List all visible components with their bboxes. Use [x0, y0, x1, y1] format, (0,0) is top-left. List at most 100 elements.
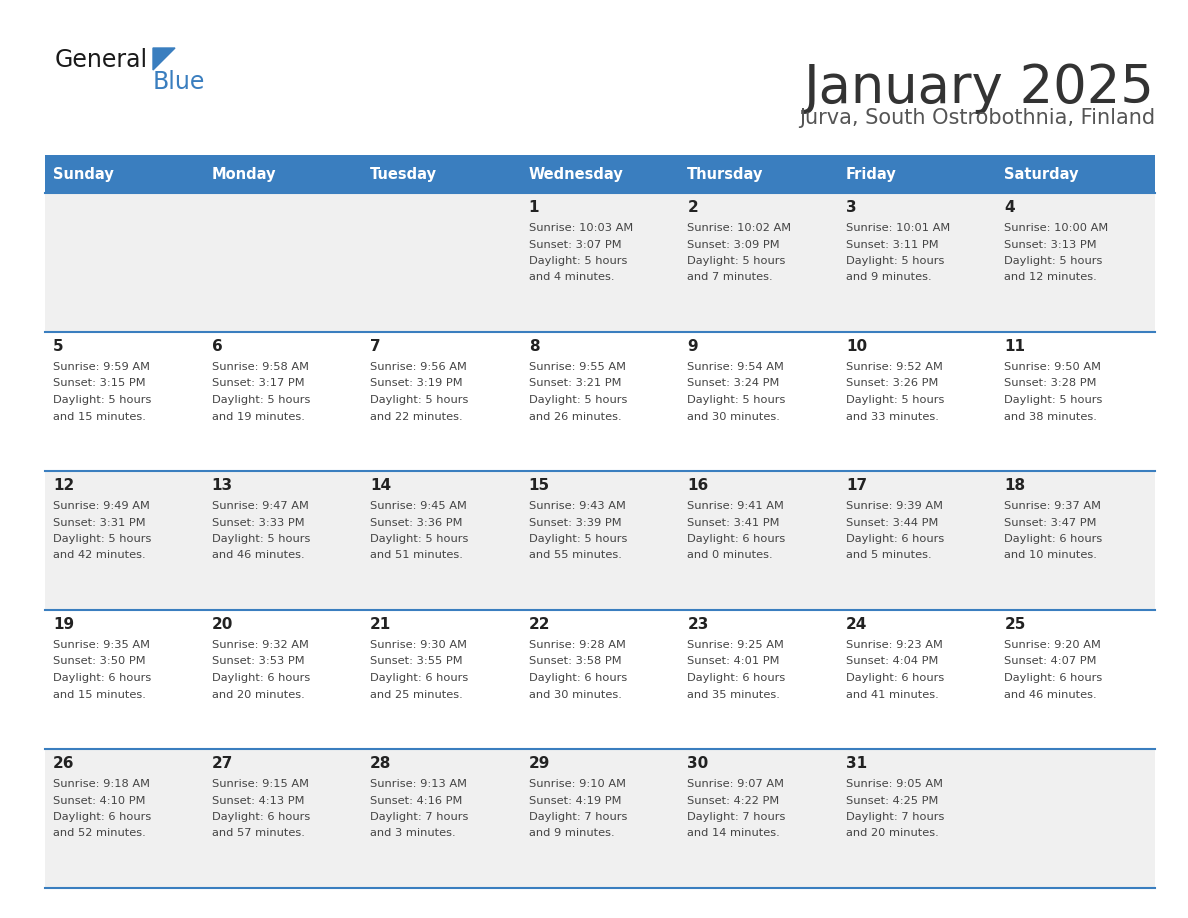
Text: and 35 minutes.: and 35 minutes. [688, 689, 781, 700]
Text: 3: 3 [846, 200, 857, 215]
Text: 31: 31 [846, 756, 867, 771]
Bar [680, 155, 838, 193]
Text: Sunset: 3:39 PM: Sunset: 3:39 PM [529, 518, 621, 528]
Text: Sunset: 3:31 PM: Sunset: 3:31 PM [53, 518, 146, 528]
Text: Sunrise: 10:03 AM: Sunrise: 10:03 AM [529, 223, 633, 233]
Text: 28: 28 [371, 756, 392, 771]
Text: Jurva, South Ostrobothnia, Finland: Jurva, South Ostrobothnia, Finland [798, 108, 1155, 128]
Bar [203, 471, 362, 610]
Text: and 9 minutes.: and 9 minutes. [529, 829, 614, 838]
Text: Sunset: 4:22 PM: Sunset: 4:22 PM [688, 796, 779, 805]
Text: Sunset: 3:19 PM: Sunset: 3:19 PM [371, 378, 463, 388]
Text: 9: 9 [688, 339, 697, 354]
Text: Sunset: 3:50 PM: Sunset: 3:50 PM [53, 656, 146, 666]
Text: Sunrise: 9:18 AM: Sunrise: 9:18 AM [53, 779, 150, 789]
Bar [203, 332, 362, 471]
Text: 6: 6 [211, 339, 222, 354]
Text: and 38 minutes.: and 38 minutes. [1004, 411, 1098, 421]
Text: Daylight: 5 hours: Daylight: 5 hours [846, 256, 944, 266]
Bar [838, 155, 997, 193]
Text: Tuesday: Tuesday [371, 166, 437, 182]
Text: and 26 minutes.: and 26 minutes. [529, 411, 621, 421]
Text: 7: 7 [371, 339, 381, 354]
Bar [520, 471, 680, 610]
Text: and 33 minutes.: and 33 minutes. [846, 411, 939, 421]
Text: and 15 minutes.: and 15 minutes. [53, 689, 146, 700]
Text: Daylight: 6 hours: Daylight: 6 hours [211, 812, 310, 822]
Text: Sunrise: 9:20 AM: Sunrise: 9:20 AM [1004, 640, 1101, 650]
Text: Daylight: 5 hours: Daylight: 5 hours [53, 395, 151, 405]
Bar [203, 155, 362, 193]
Text: Sunrise: 9:13 AM: Sunrise: 9:13 AM [371, 779, 467, 789]
Text: Sunset: 4:10 PM: Sunset: 4:10 PM [53, 796, 145, 805]
Bar [362, 155, 520, 193]
Text: Daylight: 5 hours: Daylight: 5 hours [1004, 256, 1102, 266]
Text: Sunrise: 9:43 AM: Sunrise: 9:43 AM [529, 501, 626, 511]
Bar [362, 610, 520, 749]
Bar [362, 193, 520, 332]
Text: Daylight: 5 hours: Daylight: 5 hours [1004, 395, 1102, 405]
Text: Sunrise: 10:02 AM: Sunrise: 10:02 AM [688, 223, 791, 233]
Bar [520, 155, 680, 193]
Text: Daylight: 5 hours: Daylight: 5 hours [688, 256, 785, 266]
Text: and 14 minutes.: and 14 minutes. [688, 829, 781, 838]
Text: 18: 18 [1004, 478, 1025, 493]
Text: and 7 minutes.: and 7 minutes. [688, 273, 773, 283]
Text: Sunset: 4:04 PM: Sunset: 4:04 PM [846, 656, 939, 666]
Text: Daylight: 5 hours: Daylight: 5 hours [846, 395, 944, 405]
Text: 14: 14 [371, 478, 391, 493]
Text: Sunset: 3:36 PM: Sunset: 3:36 PM [371, 518, 462, 528]
Text: Daylight: 5 hours: Daylight: 5 hours [371, 395, 468, 405]
Bar [45, 471, 203, 610]
Polygon shape [153, 48, 175, 70]
Text: Sunrise: 9:30 AM: Sunrise: 9:30 AM [371, 640, 467, 650]
Text: and 5 minutes.: and 5 minutes. [846, 551, 931, 561]
Bar [203, 610, 362, 749]
Text: Thursday: Thursday [688, 166, 764, 182]
Text: 10: 10 [846, 339, 867, 354]
Bar [520, 749, 680, 888]
Text: Daylight: 7 hours: Daylight: 7 hours [688, 812, 785, 822]
Text: Daylight: 6 hours: Daylight: 6 hours [846, 673, 944, 683]
Text: Sunrise: 9:58 AM: Sunrise: 9:58 AM [211, 362, 309, 372]
Text: 12: 12 [53, 478, 74, 493]
Bar [680, 332, 838, 471]
Text: Sunset: 3:28 PM: Sunset: 3:28 PM [1004, 378, 1097, 388]
Bar [997, 610, 1155, 749]
Text: Sunset: 3:24 PM: Sunset: 3:24 PM [688, 378, 779, 388]
Text: 19: 19 [53, 617, 74, 632]
Text: and 19 minutes.: and 19 minutes. [211, 411, 304, 421]
Bar [680, 193, 838, 332]
Text: Sunrise: 9:50 AM: Sunrise: 9:50 AM [1004, 362, 1101, 372]
Bar [997, 155, 1155, 193]
Text: Sunrise: 10:00 AM: Sunrise: 10:00 AM [1004, 223, 1108, 233]
Text: Sunset: 4:19 PM: Sunset: 4:19 PM [529, 796, 621, 805]
Text: Sunrise: 9:54 AM: Sunrise: 9:54 AM [688, 362, 784, 372]
Text: and 10 minutes.: and 10 minutes. [1004, 551, 1098, 561]
Text: January 2025: January 2025 [804, 62, 1155, 114]
Text: and 46 minutes.: and 46 minutes. [1004, 689, 1097, 700]
Text: 5: 5 [53, 339, 64, 354]
Bar [997, 749, 1155, 888]
Text: 1: 1 [529, 200, 539, 215]
Text: Saturday: Saturday [1004, 166, 1079, 182]
Text: Daylight: 7 hours: Daylight: 7 hours [371, 812, 468, 822]
Text: Sunset: 3:17 PM: Sunset: 3:17 PM [211, 378, 304, 388]
Text: 2: 2 [688, 200, 699, 215]
Text: Sunset: 4:07 PM: Sunset: 4:07 PM [1004, 656, 1097, 666]
Text: Daylight: 5 hours: Daylight: 5 hours [53, 534, 151, 544]
Text: 17: 17 [846, 478, 867, 493]
Bar [838, 193, 997, 332]
Text: Sunrise: 9:39 AM: Sunrise: 9:39 AM [846, 501, 943, 511]
Text: Sunrise: 9:52 AM: Sunrise: 9:52 AM [846, 362, 943, 372]
Text: 15: 15 [529, 478, 550, 493]
Text: Sunrise: 9:41 AM: Sunrise: 9:41 AM [688, 501, 784, 511]
Text: 26: 26 [53, 756, 75, 771]
Text: Daylight: 7 hours: Daylight: 7 hours [846, 812, 944, 822]
Text: Monday: Monday [211, 166, 276, 182]
Bar [838, 471, 997, 610]
Text: Sunday: Sunday [53, 166, 114, 182]
Text: Sunrise: 9:07 AM: Sunrise: 9:07 AM [688, 779, 784, 789]
Bar [838, 749, 997, 888]
Text: Friday: Friday [846, 166, 897, 182]
